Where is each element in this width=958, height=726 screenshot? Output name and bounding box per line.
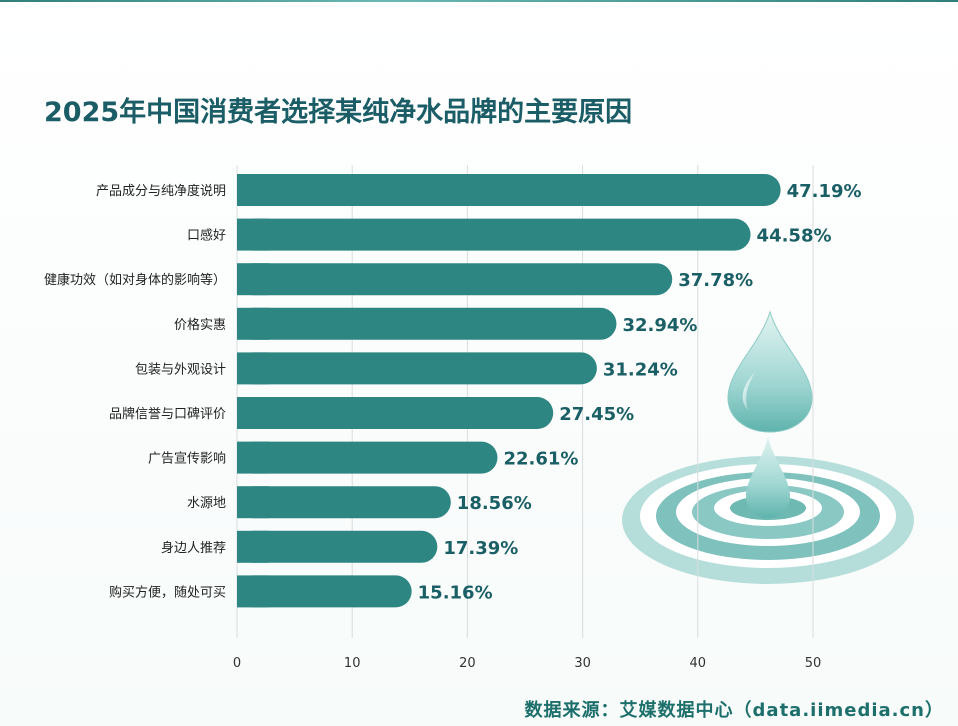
category-label: 品牌信誉与口碑评价	[109, 406, 226, 422]
x-tick-label: 30	[574, 656, 591, 671]
category-label: 水源地	[187, 496, 226, 511]
bar-base	[237, 307, 269, 340]
x-tick-label: 0	[233, 656, 241, 671]
bar-base	[237, 263, 269, 296]
bar-base	[237, 352, 269, 385]
value-label: 18.56%	[457, 493, 532, 514]
chart-title: 2025年中国消费者选择某纯净水品牌的主要原因	[44, 97, 633, 128]
value-label: 37.78%	[678, 270, 753, 291]
bar	[237, 352, 597, 385]
category-label: 健康功效（如对身体的影响等）	[44, 272, 226, 288]
bar	[237, 174, 781, 206]
x-axis-ticks: 0 10 20 30 40 50	[233, 656, 821, 671]
x-tick-label: 20	[459, 656, 476, 671]
bar	[237, 218, 751, 251]
bar-base	[237, 441, 269, 474]
bar	[237, 307, 617, 340]
bar-base	[237, 575, 269, 608]
category-label: 包装与外观设计	[135, 362, 226, 377]
bar-base	[237, 397, 269, 429]
x-tick-label: 40	[690, 656, 707, 671]
bar	[237, 397, 554, 429]
top-accent-rule	[0, 0, 958, 2]
value-label: 22.61%	[503, 449, 578, 470]
value-label: 27.45%	[559, 404, 634, 425]
category-label: 身边人推荐	[161, 540, 226, 556]
bar	[237, 530, 438, 563]
category-label: 购买方便，随处可买	[109, 584, 226, 600]
value-label: 17.39%	[443, 538, 518, 559]
x-tick-label: 50	[805, 656, 822, 671]
value-label: 44.58%	[757, 226, 832, 247]
data-source: 数据来源：艾媒数据中心（data.iimedia.cn）	[524, 700, 944, 721]
value-label: 15.16%	[418, 582, 493, 603]
bar-base	[237, 530, 269, 563]
value-label: 32.94%	[622, 315, 697, 336]
bar	[237, 263, 673, 296]
bars	[237, 174, 781, 608]
category-label: 产品成分与纯净度说明	[96, 183, 226, 199]
category-label: 广告宣传影响	[148, 451, 226, 467]
bar	[237, 486, 451, 519]
bar-base	[237, 174, 269, 206]
bar-base	[237, 486, 269, 519]
bar	[237, 575, 412, 608]
value-label: 47.19%	[787, 181, 862, 202]
category-label: 口感好	[187, 228, 226, 244]
value-labels: 47.19% 44.58% 37.78% 32.94% 31.24% 27.45% 22.6…	[418, 181, 862, 603]
value-label: 31.24%	[603, 359, 678, 380]
x-tick-label: 10	[344, 656, 361, 671]
bar	[237, 441, 498, 474]
category-label: 价格实惠	[174, 317, 226, 333]
water-drop-ripple-icon	[622, 310, 914, 584]
bar-base	[237, 218, 269, 251]
